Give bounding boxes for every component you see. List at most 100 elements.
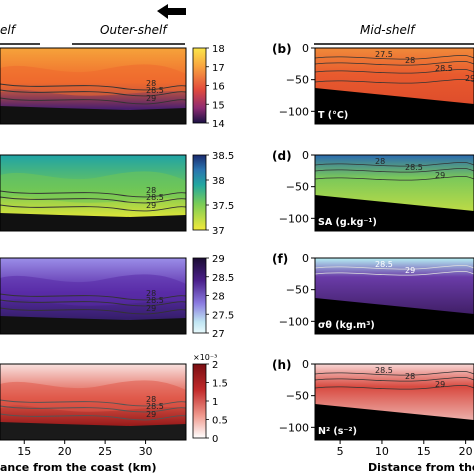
contour-label: 28 xyxy=(146,79,156,88)
x-tick-label: 25 xyxy=(98,445,112,458)
colorbar-tick-label: 15 xyxy=(212,100,225,111)
direction-arrow-icon xyxy=(157,4,186,19)
panel-letter: (h) xyxy=(272,358,292,372)
contour-line xyxy=(314,370,474,376)
left-panel-water-mass xyxy=(0,64,186,96)
contour-line xyxy=(314,78,474,84)
panel-frame xyxy=(314,154,474,232)
contour-line xyxy=(0,293,187,301)
colorbar-tick-label: 27 xyxy=(212,329,225,340)
contour-label: 29 xyxy=(435,380,445,389)
contour-label: 28 xyxy=(405,56,415,65)
contour-label: 28 xyxy=(375,157,385,166)
contour-label: 27.5 xyxy=(375,50,393,59)
contour-label: 28.5 xyxy=(146,86,164,95)
contour-label: 29 xyxy=(465,74,474,83)
contour-label: 28 xyxy=(146,395,156,404)
colorbar-tick-label: 14 xyxy=(212,119,225,130)
contour-line xyxy=(0,299,187,307)
colorbar-exponent-label: ×10⁻³ xyxy=(193,353,217,362)
right-x-axis-title: Distance from the xyxy=(368,461,474,474)
panel-letter: (d) xyxy=(272,149,292,163)
x-tick-label: 20 xyxy=(58,445,72,458)
y-tick-label: −50 xyxy=(286,284,309,297)
contour-line xyxy=(314,68,474,74)
contour-line xyxy=(314,384,474,390)
variable-label: N² (s⁻²) xyxy=(318,426,357,437)
colorbar-tick-label: 1 xyxy=(212,397,218,408)
colorbar-tick-label: 38.5 xyxy=(212,151,234,162)
contour-label: 29 xyxy=(146,201,156,210)
y-tick-label: 0 xyxy=(302,358,309,371)
contour-line xyxy=(314,376,474,382)
right-panel-0: 27.5 28 28.5 29 (b) 0 −50 −100 T (°C) xyxy=(272,42,474,125)
header-mid-shelf-label: Mid-shelf xyxy=(360,23,416,37)
x-tick-label: 15 xyxy=(17,445,31,458)
y-tick-label: −50 xyxy=(286,390,309,403)
colorbar-tick-label: 16 xyxy=(212,82,225,93)
contour-label: 29 xyxy=(146,304,156,313)
contour-label: 28.5 xyxy=(405,163,423,172)
right-panel-2: 28.5 29 (f) 0 −50 −100 σθ (kg.m³) xyxy=(272,252,474,335)
panel-letter: (f) xyxy=(272,252,288,266)
x-tick-label: 15 xyxy=(417,445,431,458)
contour-line xyxy=(314,54,474,60)
contour-line xyxy=(0,307,187,315)
panel-frame xyxy=(0,154,187,232)
left-panel-water-mass xyxy=(0,380,186,412)
contour-label: 29 xyxy=(146,410,156,419)
contour-line xyxy=(314,161,474,167)
left-panel-seafloor xyxy=(0,422,186,440)
left-panel-seafloor xyxy=(0,316,186,334)
contour-label: 29 xyxy=(146,94,156,103)
contour-line xyxy=(314,60,474,66)
contour-line xyxy=(0,196,187,204)
contour-label: 28.5 xyxy=(146,402,164,411)
variable-label: σθ (kg.m³) xyxy=(318,320,375,331)
panel-frame xyxy=(0,363,187,441)
x-tick-label: 30 xyxy=(139,445,153,458)
colorbar xyxy=(192,257,207,334)
colorbar xyxy=(192,47,207,124)
colorbar-tick-label: 37 xyxy=(212,226,225,237)
contour-label: 28 xyxy=(405,372,415,381)
contour-line xyxy=(0,413,187,421)
contour-label: 28.5 xyxy=(435,64,453,73)
contour-line xyxy=(0,405,187,413)
header-left-partial-label: elf xyxy=(0,23,17,37)
contour-label: 28.5 xyxy=(146,193,164,202)
left-panel-water-mass xyxy=(0,171,186,203)
panel-frame xyxy=(0,47,187,125)
colorbar-tick-label: 0.5 xyxy=(212,416,228,427)
contour-label: 28.5 xyxy=(375,260,393,269)
contour-label: 28.5 xyxy=(146,296,164,305)
left-panel-water-mass xyxy=(0,274,186,306)
colorbar-tick-label: 28 xyxy=(212,292,225,303)
contour-line xyxy=(314,167,474,173)
y-tick-label: 0 xyxy=(302,252,309,265)
contour-line xyxy=(314,270,474,276)
contour-label: 28 xyxy=(146,289,156,298)
y-tick-label: −50 xyxy=(286,74,309,87)
left-panel-seafloor xyxy=(0,106,186,124)
colorbar-tick-label: 18 xyxy=(212,44,225,55)
colorbar-tick-label: 37.5 xyxy=(212,201,234,212)
contour-label: 28.5 xyxy=(375,366,393,375)
panel-frame xyxy=(314,363,474,441)
colorbar-tick-label: 28.5 xyxy=(212,273,234,284)
right-panel-seafloor xyxy=(315,404,474,440)
colorbar-tick-label: 38 xyxy=(212,176,225,187)
panel-letter: (b) xyxy=(272,42,292,56)
y-tick-label: −100 xyxy=(279,105,309,118)
x-tick-label: 20 xyxy=(459,445,473,458)
y-tick-label: −100 xyxy=(279,212,309,225)
contour-line xyxy=(314,264,474,270)
right-panel-seafloor xyxy=(315,195,474,231)
panel-frame xyxy=(314,257,474,335)
right-panel-seafloor xyxy=(315,88,474,124)
variable-label: SA (g.kg⁻¹) xyxy=(318,217,377,228)
